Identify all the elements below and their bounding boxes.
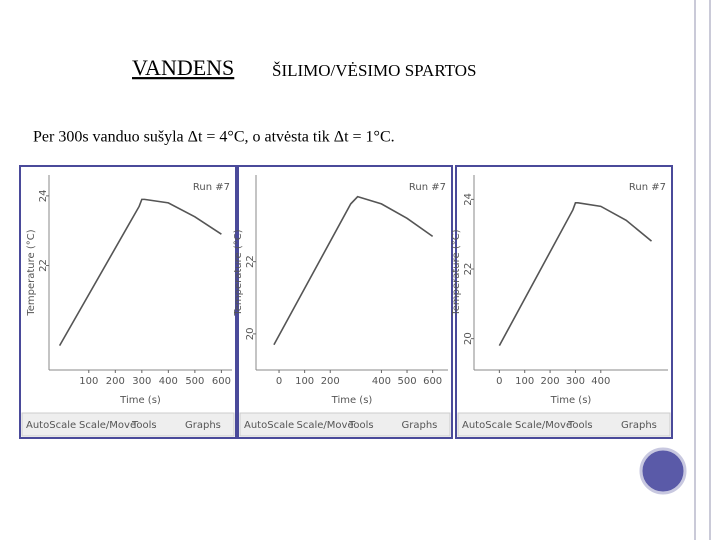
x-tick-label: 0 — [276, 376, 282, 387]
x-tick-label: 400 — [372, 376, 391, 387]
x-tick-label: 300 — [566, 376, 585, 387]
run-label: Run #7 — [193, 182, 230, 193]
toolbar — [457, 412, 671, 437]
toolbar — [21, 412, 235, 437]
y-tick-label: 20 — [463, 332, 474, 345]
toolbar-button[interactable]: Graphs — [402, 420, 438, 431]
title-main: VANDENS — [132, 55, 234, 80]
panel — [237, 165, 453, 439]
x-tick-label: 200 — [321, 376, 340, 387]
x-tick-label: 100 — [295, 376, 314, 387]
x-axis-label: Time (s) — [119, 395, 161, 406]
y-tick-label: 24 — [463, 193, 474, 206]
x-tick-label: 600 — [423, 376, 442, 387]
y-axis-label: Temperature (°C) — [26, 229, 37, 316]
y-tick-label: 20 — [245, 328, 256, 341]
toolbar-button[interactable]: Tools — [348, 420, 374, 431]
x-tick-label: 500 — [185, 376, 204, 387]
data-line — [498, 202, 653, 347]
data-line — [273, 195, 434, 346]
panel — [19, 165, 237, 439]
y-tick-label: 24 — [38, 190, 49, 203]
toolbar-button[interactable]: AutoScale — [26, 420, 76, 431]
run-label: Run #7 — [629, 182, 666, 193]
panel — [455, 165, 673, 439]
decor-circle — [639, 447, 687, 495]
x-tick-label: 500 — [397, 376, 416, 387]
y-axis-label: Temperature (°C) — [451, 229, 462, 316]
toolbar-button[interactable]: Graphs — [621, 420, 657, 431]
x-tick-label: 0 — [496, 376, 502, 387]
x-axis-label: Time (s) — [331, 395, 373, 406]
x-tick-label: 100 — [515, 376, 534, 387]
toolbar — [239, 412, 451, 437]
toolbar-button[interactable]: AutoScale — [244, 420, 294, 431]
x-tick-label: 600 — [212, 376, 231, 387]
toolbar-button[interactable]: Scale/Move — [515, 420, 572, 431]
toolbar-button[interactable]: AutoScale — [462, 420, 512, 431]
y-tick-label: 22 — [245, 255, 256, 268]
toolbar-button[interactable]: Tools — [567, 420, 593, 431]
y-axis-label: Temperature (°C) — [233, 229, 244, 316]
x-tick-label: 300 — [132, 376, 151, 387]
title-rest: ŠILIMO/VĖSIMO SPARTOS — [272, 61, 476, 80]
toolbar-button[interactable]: Scale/Move — [79, 420, 136, 431]
x-tick-label: 200 — [106, 376, 125, 387]
x-tick-label: 100 — [79, 376, 98, 387]
x-tick-label: 400 — [591, 376, 610, 387]
y-tick-label: 22 — [463, 263, 474, 276]
x-tick-label: 200 — [541, 376, 560, 387]
x-axis-label: Time (s) — [550, 395, 592, 406]
toolbar-button[interactable]: Graphs — [185, 420, 221, 431]
toolbar-button[interactable]: Scale/Move — [297, 420, 354, 431]
run-label: Run #7 — [409, 182, 446, 193]
x-tick-label: 400 — [159, 376, 178, 387]
toolbar-button[interactable]: Tools — [131, 420, 157, 431]
data-line — [58, 198, 222, 347]
body-text: Per 300s vanduo sušyla Δt = 4°C, o atvės… — [33, 129, 395, 146]
y-tick-label: 22 — [38, 259, 49, 272]
